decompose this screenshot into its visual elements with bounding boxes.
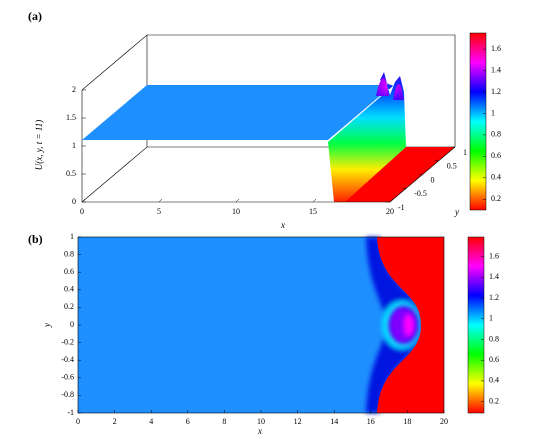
- z-axis-label: U(x, y, t = 11): [34, 120, 44, 170]
- y-tick-label: 0.4: [64, 285, 74, 294]
- x-tick-label: 10: [257, 417, 265, 426]
- colorbar-tick-label: 1: [489, 314, 493, 323]
- heatmap-peak: [390, 308, 416, 342]
- y-tick-label: -1: [67, 408, 74, 417]
- x-tick: [235, 198, 240, 203]
- x-tick: [312, 198, 317, 203]
- colorbar-tick-label: 1.2: [491, 87, 501, 96]
- y-tick-label: 0: [70, 320, 74, 329]
- x-tick-label: 20: [386, 207, 394, 216]
- colorbar-tick-label: 1.6: [489, 251, 499, 260]
- colorbar-tick-label: 0.8: [491, 130, 501, 139]
- colorbar: [469, 32, 487, 211]
- x-axis-label: x: [257, 426, 262, 436]
- z-tick-label: 1.5: [66, 113, 76, 122]
- y-tick-label: 0.8: [64, 249, 74, 258]
- colorbar-tick-label: 0.6: [489, 355, 499, 364]
- colorbar-tick-label: 1.4: [491, 65, 501, 74]
- y-tick-label: -0.8: [61, 390, 74, 399]
- y-tick-label: -1: [398, 203, 405, 212]
- colorbar-tick-label: 1.4: [489, 272, 499, 281]
- surface-floor: [336, 147, 455, 202]
- x-tick-label: 6: [186, 417, 190, 426]
- colorbar: [467, 236, 485, 414]
- y-tick-label: -0.4: [61, 355, 74, 364]
- x-tick-label: 0: [80, 207, 84, 216]
- panel-label: (b): [28, 232, 43, 246]
- y-tick-label: 1: [463, 148, 467, 157]
- box-edge: [81, 34, 456, 147]
- z-tick-label: 1: [72, 141, 76, 150]
- x-tick: [81, 198, 86, 203]
- y-axis-label: y: [42, 323, 52, 328]
- surface-front: [328, 72, 406, 202]
- colorbar-tick-label: 1.2: [489, 293, 499, 302]
- x-tick-label: 18: [403, 417, 411, 426]
- colorbar-tick-label: 0.4: [489, 376, 499, 385]
- panel-a: [81, 34, 456, 203]
- x-tick-label: 16: [367, 417, 375, 426]
- y-tick-label: -0.6: [61, 373, 74, 382]
- x-tick-label: 10: [232, 207, 240, 216]
- surface-peaks: [376, 78, 404, 100]
- z-tick-label: 2: [72, 85, 76, 94]
- y-tick-label: -0.2: [61, 337, 74, 346]
- x-tick-label: 2: [113, 417, 117, 426]
- y-tick-label: -0.5: [414, 189, 427, 198]
- x-tick: [158, 198, 163, 203]
- heatmap-region: [377, 237, 444, 413]
- x-tick-label: 15: [309, 207, 317, 216]
- colorbar-tick-label: 0.6: [491, 151, 501, 160]
- x-tick-label: 20: [440, 417, 448, 426]
- z-tick-label: 0: [72, 197, 76, 206]
- x-tick-label: 8: [222, 417, 226, 426]
- x-tick-label: 14: [330, 417, 338, 426]
- x-tick-label: 0: [76, 417, 80, 426]
- y-axis-label: y: [454, 207, 459, 217]
- x-tick-label: 4: [149, 417, 153, 426]
- colorbar-tick-label: 1: [491, 108, 495, 117]
- y-tick-label: 0.6: [64, 267, 74, 276]
- panel-label: (a): [28, 9, 42, 23]
- y-tick-label: 0: [431, 175, 435, 184]
- y-tick-label: 1: [70, 232, 74, 241]
- x-tick-label: 5: [157, 207, 161, 216]
- z-tick-label: 0.5: [66, 169, 76, 178]
- surface-plateau: [82, 85, 393, 140]
- colorbar-tick-label: 0.4: [491, 173, 501, 182]
- panel-b: [77, 236, 445, 414]
- y-tick-label: 0.2: [64, 302, 74, 311]
- colorbar-tick-label: 0.8: [489, 334, 499, 343]
- x-axis-label: x: [280, 220, 285, 230]
- colorbar-tick-label: 0.2: [491, 194, 501, 203]
- x-tick-label: 12: [294, 417, 302, 426]
- x-tick: [389, 198, 394, 203]
- colorbar-tick-label: 0.2: [489, 396, 499, 405]
- colorbar-tick-label: 1.6: [491, 44, 501, 53]
- y-tick-label: 0.5: [447, 162, 457, 171]
